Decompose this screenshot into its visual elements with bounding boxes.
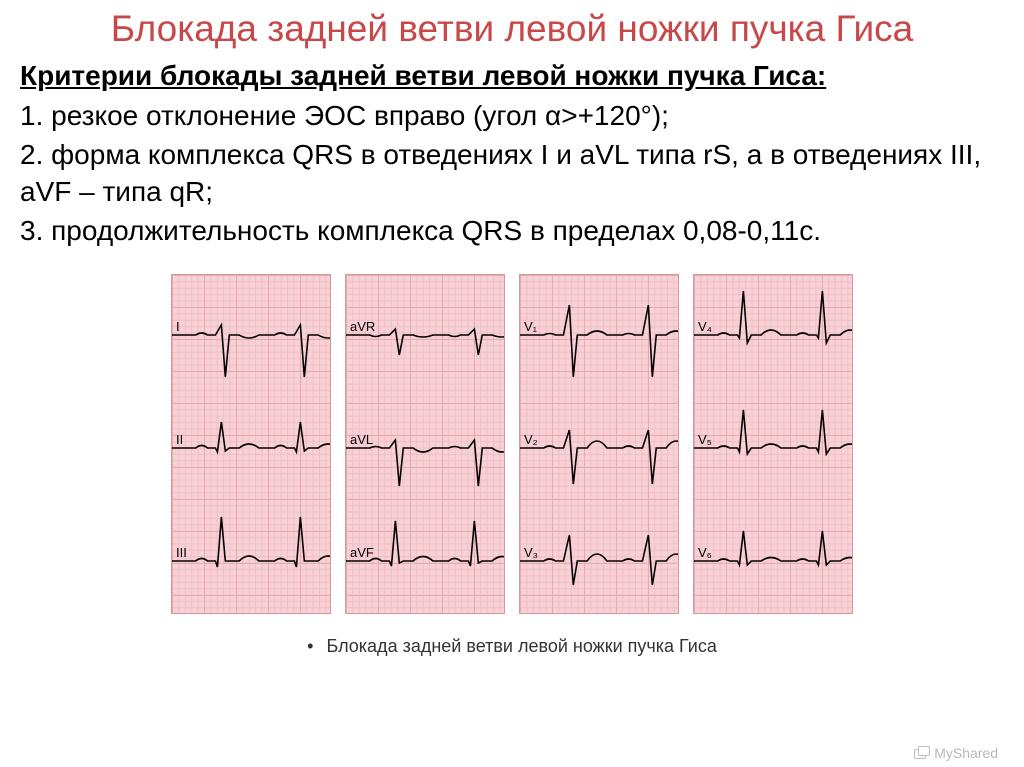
lead-label: V₆	[698, 545, 712, 560]
lead-label: aVL	[350, 432, 373, 447]
watermark: MyShared	[914, 745, 998, 761]
ecg-strip: IIIIII	[171, 274, 331, 614]
ecg-lead: V₅	[694, 388, 852, 501]
ecg-lead: V₃	[520, 501, 678, 614]
page-title: Блокада задней ветви левой ножки пучка Г…	[20, 8, 1004, 50]
lead-label: aVR	[350, 319, 375, 334]
ecg-lead: aVL	[346, 388, 504, 501]
lead-label: II	[176, 432, 183, 447]
lead-label: V₃	[524, 545, 538, 560]
ecg-caption-text: Блокада задней ветви левой ножки пучка Г…	[326, 636, 716, 656]
criteria-heading: Критерии блокады задней ветви левой ножк…	[20, 60, 1004, 92]
ecg-figure: IIIIIIaVRaVLaVFV₁V₂V₃V₄V₅V₆ • Блокада за…	[20, 268, 1004, 663]
ecg-lead: V₄	[694, 275, 852, 388]
lead-label: V₅	[698, 432, 712, 447]
ecg-lead: V₆	[694, 501, 852, 614]
ecg-lead: III	[172, 501, 330, 614]
lead-label: III	[176, 545, 187, 560]
lead-label: V₁	[524, 319, 537, 334]
bullet-icon: •	[307, 636, 313, 656]
lead-label: aVF	[350, 545, 374, 560]
lead-label: V₂	[524, 432, 538, 447]
ecg-lead: I	[172, 275, 330, 388]
ecg-lead: aVR	[346, 275, 504, 388]
share-icon	[914, 746, 930, 760]
lead-label: I	[176, 319, 180, 334]
ecg-strip: V₄ V₅ V₆	[693, 274, 853, 614]
watermark-text: MyShared	[934, 745, 998, 761]
criteria-1: 1. резкое отклонение ЭОС вправо (угол α>…	[20, 98, 1004, 135]
ecg-lead: V₁	[520, 275, 678, 388]
criteria-2: 2. форма комплекса QRS в отведениях I и …	[20, 137, 1004, 211]
ecg-lead: V₂	[520, 388, 678, 501]
ecg-strip: V₁ V₂ V₃	[519, 274, 679, 614]
criteria-3: 3. продолжительность комплекса QRS в пре…	[20, 213, 1004, 250]
ecg-strip: aVR aVL aVF	[345, 274, 505, 614]
lead-label: V₄	[698, 319, 712, 334]
ecg-lead: aVF	[346, 501, 504, 614]
ecg-lead: II	[172, 388, 330, 501]
ecg-caption: • Блокада задней ветви левой ножки пучка…	[171, 636, 853, 657]
